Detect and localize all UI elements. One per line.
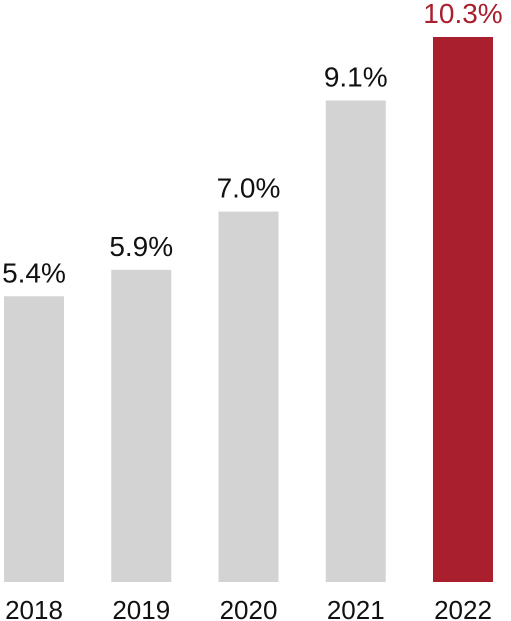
bar-group: [4, 37, 493, 583]
bar-2022: [433, 37, 493, 582]
bar-2021: [325, 100, 386, 582]
bar-2020: [218, 211, 279, 583]
x-tick-label-2020: 2020: [220, 595, 278, 621]
bar-2018: [4, 296, 64, 582]
value-label-2018: 5.4%: [2, 257, 66, 288]
value-label-2020: 7.0%: [217, 173, 281, 204]
value-label-group: 5.4% 5.9% 7.0% 9.1% 10.3%: [2, 0, 503, 288]
value-label-2019: 5.9%: [109, 231, 173, 262]
x-tick-label-2019: 2019: [112, 595, 170, 621]
x-axis-tick-labels: 2018 2019 2020 2021 2022: [5, 595, 492, 621]
x-tick-label-2021: 2021: [327, 595, 385, 621]
x-tick-label-2022: 2022: [434, 595, 492, 621]
bar-2019: [111, 269, 172, 582]
x-tick-label-2018: 2018: [5, 595, 63, 621]
value-label-2021: 9.1%: [324, 62, 388, 93]
value-label-2022: 10.3%: [423, 0, 502, 29]
